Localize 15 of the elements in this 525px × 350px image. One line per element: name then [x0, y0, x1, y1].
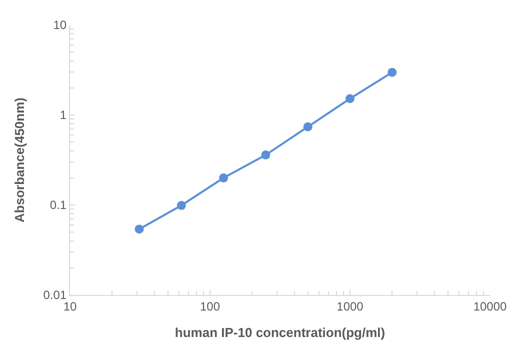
- y-axis-title: Absorbance(450nm): [12, 98, 28, 222]
- x-tick-label: 100: [200, 299, 220, 314]
- x-axis-title: human IP-10 concentration(pg/ml): [174, 325, 386, 340]
- x-tick-label: 1000: [336, 299, 364, 314]
- y-tick-label: 10: [53, 18, 67, 32]
- point: [176, 200, 186, 210]
- point: [346, 94, 354, 104]
- y-tick-label: 1: [60, 108, 67, 122]
- point: [219, 173, 228, 182]
- point: [388, 68, 397, 77]
- point: [134, 224, 144, 234]
- point: [261, 150, 270, 160]
- x-tick-label: 10000: [473, 299, 508, 314]
- point: [303, 122, 312, 132]
- y-tick-label: 0.1: [50, 198, 67, 212]
